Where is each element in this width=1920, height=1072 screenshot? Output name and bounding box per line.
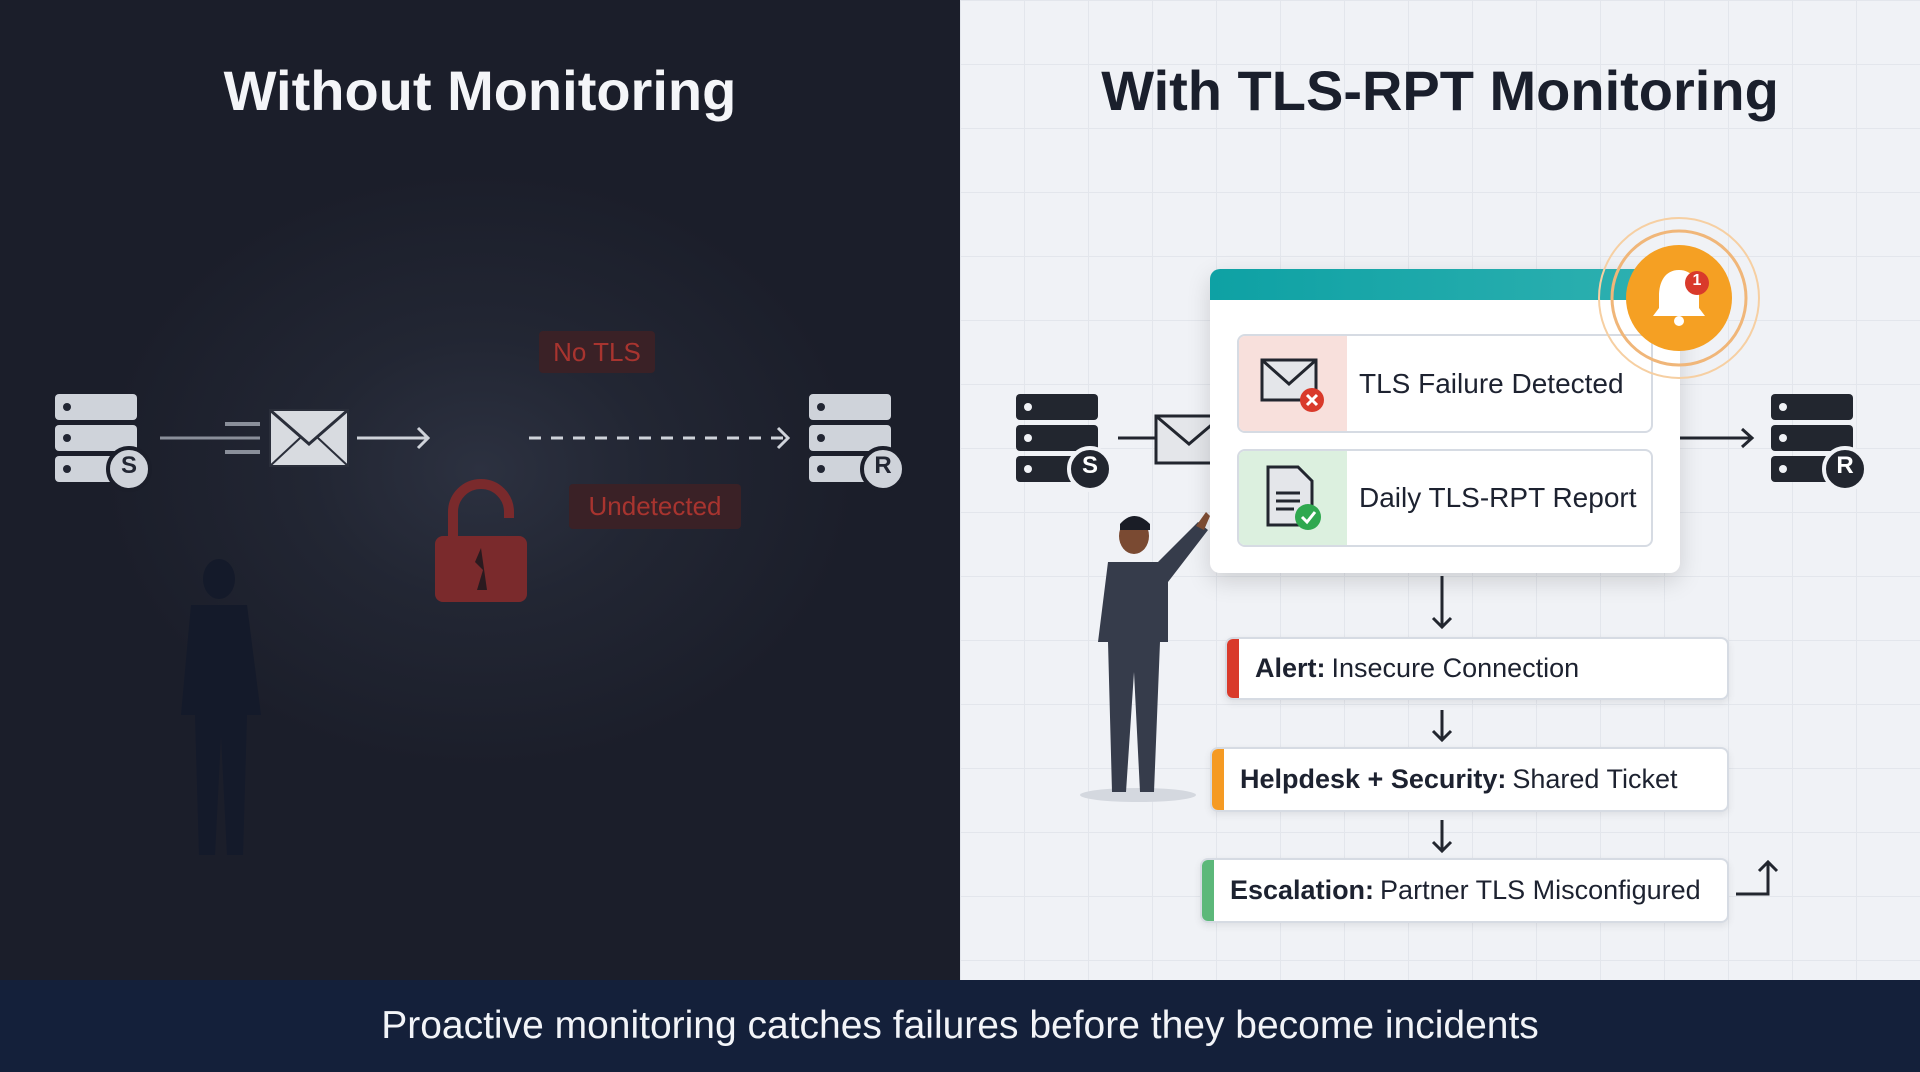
step-text: Insecure Connection — [1331, 653, 1580, 683]
step-text: Shared Ticket — [1512, 764, 1678, 794]
footer-caption-band: Proactive monitoring catches failures be… — [0, 980, 1920, 1072]
footer-caption: Proactive monitoring catches failures be… — [381, 1004, 1539, 1047]
receiver-server-icon-right — [1771, 394, 1868, 492]
broken-lock-icon — [435, 479, 527, 602]
sender-server-icon-right — [1016, 394, 1113, 492]
no-tls-bubble: No TLS — [539, 331, 655, 373]
document-check-icon — [1239, 451, 1347, 545]
flow-arrows — [160, 408, 791, 467]
left-panel: Without Monitoring S R No TLS Undetected — [0, 0, 960, 980]
step-color-bar — [1202, 860, 1214, 921]
left-title: Without Monitoring — [223, 59, 737, 122]
step-text: Partner TLS Misconfigured — [1380, 875, 1701, 905]
sender-server-icon — [55, 394, 152, 492]
receiver-server-icon — [809, 394, 906, 492]
envelope-error-icon — [1239, 336, 1347, 431]
row-daily-report[interactable]: Daily TLS-RPT Report — [1237, 449, 1653, 547]
undetected-bubble: Undetected — [569, 484, 741, 529]
row-label: Daily TLS-RPT Report — [1359, 482, 1637, 513]
sender-label-right: S — [1081, 452, 1098, 479]
escalate-arrow-icon — [1736, 859, 1779, 896]
arrow-to-receiver — [1680, 427, 1755, 449]
right-title: With TLS-RPT Monitoring — [1101, 59, 1779, 122]
notification-bell-icon[interactable] — [1596, 215, 1762, 381]
sender-label: S — [120, 452, 137, 479]
person-pointing-right — [1080, 512, 1210, 802]
flow-down-arrows — [1431, 576, 1453, 854]
step-alert[interactable]: Alert: Insecure Connection — [1225, 637, 1729, 700]
step-color-bar — [1227, 639, 1239, 698]
step-color-bar — [1212, 749, 1224, 810]
notification-count: 1 — [1692, 272, 1702, 289]
step-bold-label: Helpdesk + Security: — [1240, 764, 1507, 794]
row-label: TLS Failure Detected — [1359, 367, 1624, 399]
person-silhouette-left — [181, 559, 261, 855]
receiver-label-right: R — [1836, 452, 1854, 479]
step-helpdesk[interactable]: Helpdesk + Security: Shared Ticket — [1210, 747, 1729, 812]
step-bold-label: Alert: — [1255, 653, 1326, 683]
step-bold-label: Escalation: — [1230, 875, 1375, 905]
row-tls-failure[interactable]: TLS Failure Detected — [1237, 334, 1653, 433]
step-escalation[interactable]: Escalation: Partner TLS Misconfigured — [1200, 858, 1729, 923]
receiver-label: R — [874, 452, 892, 479]
